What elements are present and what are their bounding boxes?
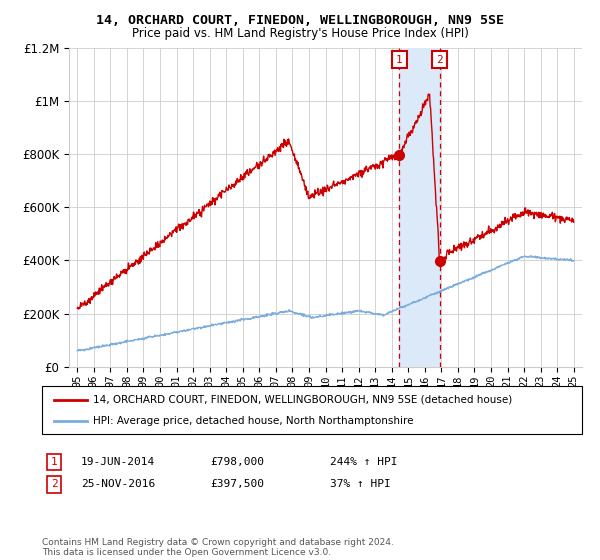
Text: 37% ↑ HPI: 37% ↑ HPI	[330, 479, 391, 489]
Text: 19-JUN-2014: 19-JUN-2014	[81, 457, 155, 467]
Text: 1: 1	[396, 54, 403, 64]
Text: 244% ↑ HPI: 244% ↑ HPI	[330, 457, 398, 467]
Text: HPI: Average price, detached house, North Northamptonshire: HPI: Average price, detached house, Nort…	[93, 416, 413, 426]
Text: 2: 2	[50, 479, 58, 489]
Text: £798,000: £798,000	[210, 457, 264, 467]
Text: 25-NOV-2016: 25-NOV-2016	[81, 479, 155, 489]
Bar	[400, 48, 440, 367]
Text: 14, ORCHARD COURT, FINEDON, WELLINGBOROUGH, NN9 5SE: 14, ORCHARD COURT, FINEDON, WELLINGBOROU…	[96, 14, 504, 27]
Text: Contains HM Land Registry data © Crown copyright and database right 2024.
This d: Contains HM Land Registry data © Crown c…	[42, 538, 394, 557]
Text: 2: 2	[436, 54, 443, 64]
Text: £397,500: £397,500	[210, 479, 264, 489]
Text: 14, ORCHARD COURT, FINEDON, WELLINGBOROUGH, NN9 5SE (detached house): 14, ORCHARD COURT, FINEDON, WELLINGBOROU…	[93, 395, 512, 405]
Text: 1: 1	[50, 457, 58, 467]
Text: Price paid vs. HM Land Registry's House Price Index (HPI): Price paid vs. HM Land Registry's House …	[131, 27, 469, 40]
